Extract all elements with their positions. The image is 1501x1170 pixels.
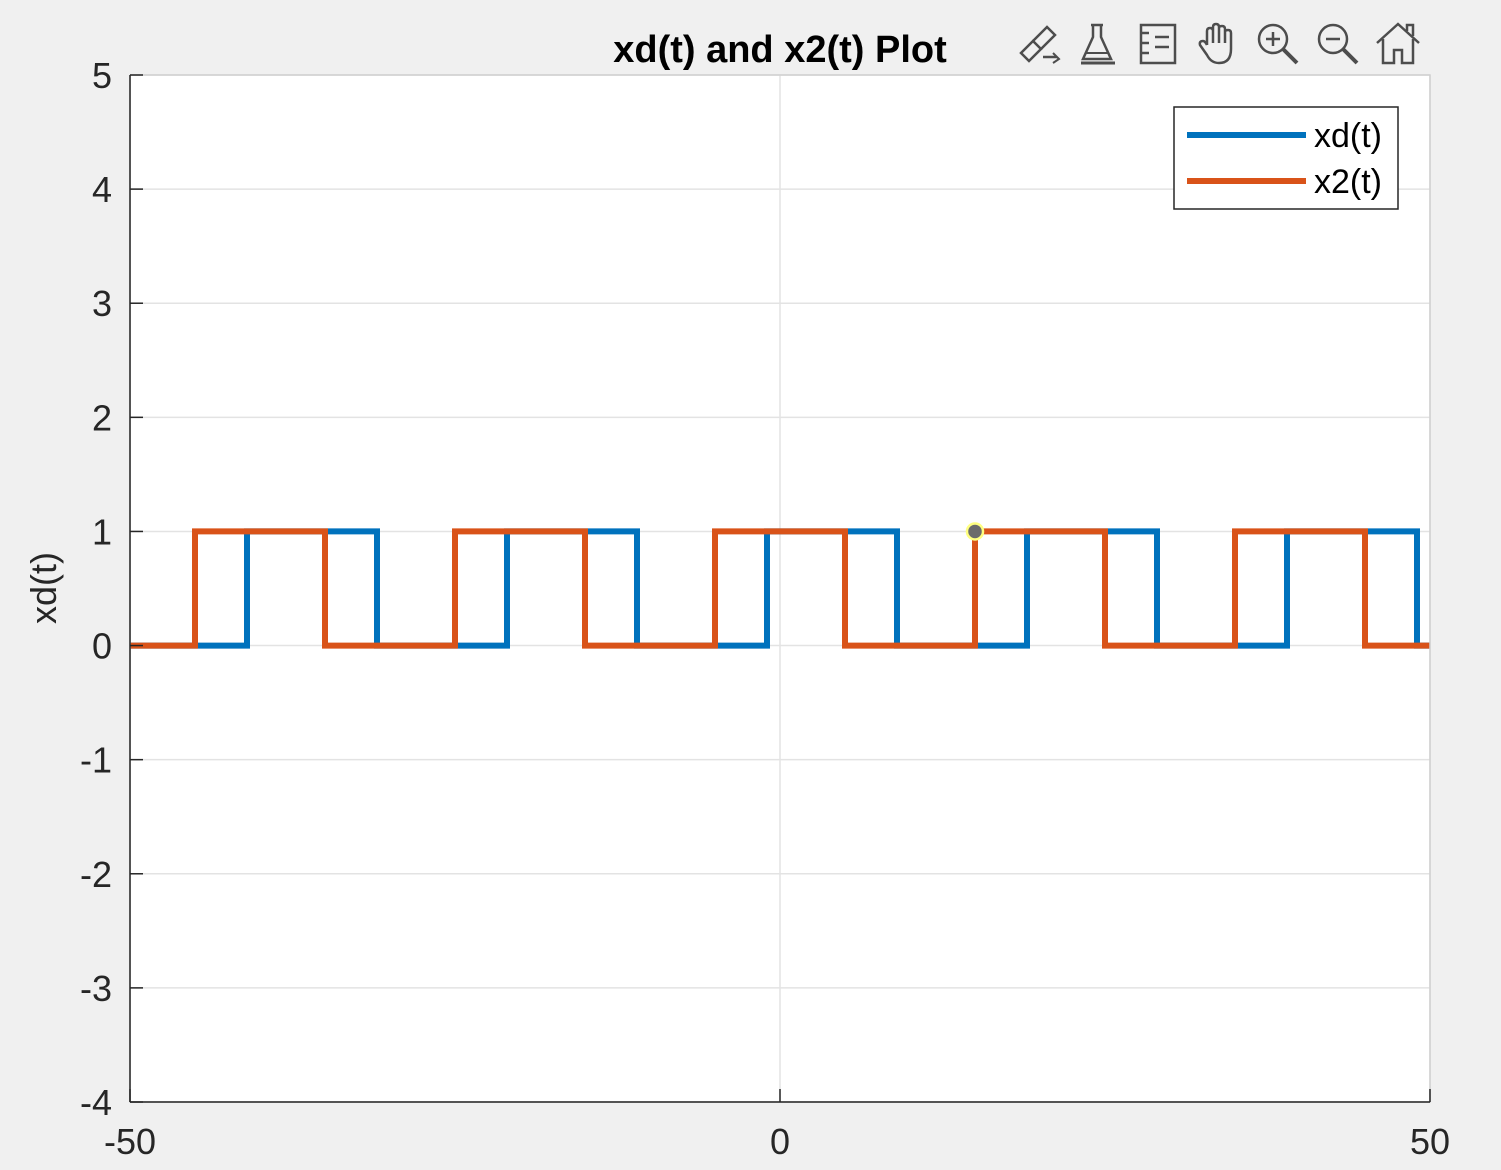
home-button[interactable]: [1370, 18, 1426, 70]
x-tick-label: 50: [1410, 1121, 1450, 1162]
brush-edit-icon: [1019, 25, 1061, 64]
legend-entry-label: xd(t): [1314, 117, 1382, 155]
brush-button[interactable]: [1010, 18, 1066, 70]
datatip-marker: [965, 522, 985, 541]
y-tick-label: 2: [92, 397, 112, 438]
y-tick-label: -2: [80, 854, 112, 895]
y-tick-label: 4: [92, 169, 112, 210]
zoom-out-icon: [1317, 23, 1359, 65]
y-tick-label: 0: [92, 626, 112, 667]
y-tick-label: -4: [80, 1082, 112, 1123]
x-tick-label: -50: [104, 1121, 156, 1162]
legend-toggle-icon: [1139, 23, 1177, 65]
zoom-out-button[interactable]: [1310, 18, 1366, 70]
data-cursor-icon: [1081, 23, 1115, 65]
chart-title: xd(t) and x2(t) Plot: [613, 29, 947, 71]
legend-entry-label: x2(t): [1314, 163, 1382, 201]
data-cursor-button[interactable]: [1070, 18, 1126, 70]
x-tick-label: 0: [770, 1121, 790, 1162]
y-tick-label: 1: [92, 511, 112, 552]
legend-toggle-button[interactable]: [1130, 18, 1186, 70]
axes-toolbar: [1010, 18, 1426, 70]
y-tick-label: 5: [92, 55, 112, 96]
pan-hand-icon: [1198, 22, 1233, 65]
axes[interactable]: -4 -3 -2 -1 0 1 2 3 4 5 -50 0 50 xd(t) x2(t): [80, 55, 1450, 1162]
y-tick-label: -3: [80, 968, 112, 1009]
y-axis-label: xd(t): [23, 552, 64, 624]
y-tick-label: -1: [80, 740, 112, 781]
zoom-in-button[interactable]: [1250, 18, 1306, 70]
legend-box: [1173, 106, 1399, 210]
home-icon: [1376, 22, 1420, 65]
pan-button[interactable]: [1190, 18, 1246, 70]
y-tick-label: 3: [92, 283, 112, 324]
series-line-2: [130, 528, 1430, 649]
zoom-in-icon: [1257, 23, 1299, 65]
